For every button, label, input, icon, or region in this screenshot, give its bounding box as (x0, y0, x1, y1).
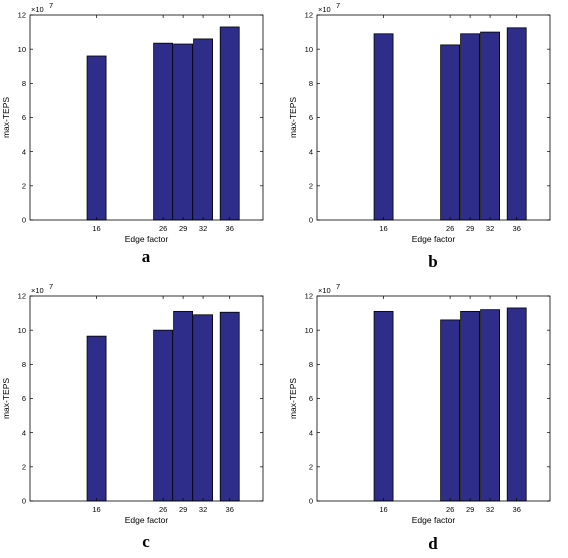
y-tick-label: 8 (309, 79, 313, 88)
y-exponent-label: ×10 (318, 5, 331, 14)
bar-29 (173, 310, 194, 502)
panel-label: a (142, 247, 151, 266)
y-tick-label: 2 (309, 182, 313, 191)
x-tick-label: 26 (159, 505, 167, 514)
y-tick-label: 6 (309, 113, 313, 122)
x-tick-label: 32 (199, 224, 207, 233)
bar-26 (440, 44, 461, 221)
y-tick-label: 6 (309, 394, 313, 403)
x-tick-label: 29 (466, 505, 474, 514)
y-tick-label: 4 (22, 428, 26, 437)
bar-36 (506, 27, 527, 221)
bar-32 (193, 38, 213, 221)
y-exponent-label: ×10 (31, 286, 44, 295)
y-axis-label: max-TEPS (1, 378, 11, 419)
y-tick-label: 4 (309, 428, 313, 437)
y-tick-label: 8 (22, 360, 26, 369)
y-tick-label: 2 (22, 182, 26, 191)
y-tick-label: 8 (22, 79, 26, 88)
bar-16 (86, 335, 107, 502)
bar-16 (373, 33, 394, 221)
x-tick-label: 16 (379, 224, 387, 233)
x-tick-label: 26 (446, 505, 454, 514)
bar-29 (173, 43, 194, 221)
y-exponent-power: 7 (336, 282, 340, 291)
y-tick-label: 4 (22, 147, 26, 156)
y-axis-label: max-TEPS (288, 378, 298, 419)
x-tick-label: 36 (513, 505, 521, 514)
y-exponent-power: 7 (49, 1, 53, 10)
chart-panel-b: 0 2 4 6 8 10 12 16 26 29 32 36 ×10 7 Edge factor max-TE… (288, 1, 551, 271)
x-axis-label: Edge factor (412, 234, 456, 244)
x-tick-label: 16 (379, 505, 387, 514)
chart-panel-c: 0 2 4 6 8 10 12 16 26 29 32 36 ×10 7 Edge factor max-TE… (1, 282, 264, 551)
y-tick-label: 0 (309, 216, 313, 225)
y-tick-label: 0 (22, 216, 26, 225)
x-tick-label: 29 (466, 224, 474, 233)
y-tick-label: 12 (305, 292, 313, 301)
y-tick-label: 12 (18, 11, 26, 20)
bar-29 (460, 310, 481, 502)
y-tick-label: 10 (305, 45, 313, 54)
x-tick-label: 16 (92, 505, 100, 514)
y-axis-label: max-TEPS (1, 97, 11, 138)
x-tick-label: 26 (159, 224, 167, 233)
y-tick-label: 6 (22, 113, 26, 122)
y-exponent-label: ×10 (318, 286, 331, 295)
bar-36 (506, 307, 527, 502)
x-tick-label: 36 (513, 224, 521, 233)
x-tick-label: 32 (486, 224, 494, 233)
y-tick-label: 10 (18, 45, 26, 54)
bar-36 (219, 26, 240, 221)
y-exponent-power: 7 (49, 282, 53, 291)
x-tick-label: 32 (486, 505, 494, 514)
panel-label: d (428, 534, 438, 553)
bar-16 (86, 55, 107, 221)
bar-32 (480, 31, 500, 221)
bar-32 (480, 309, 500, 502)
y-tick-label: 2 (22, 463, 26, 472)
y-exponent-label: ×10 (31, 5, 44, 14)
y-tick-label: 10 (18, 326, 26, 335)
y-tick-label: 6 (22, 394, 26, 403)
bar-26 (440, 319, 461, 502)
y-tick-label: 2 (309, 463, 313, 472)
panel-label: c (142, 532, 150, 551)
panel-label: b (428, 252, 437, 271)
x-tick-label: 36 (226, 505, 234, 514)
y-tick-label: 0 (22, 497, 26, 506)
y-tick-label: 8 (309, 360, 313, 369)
x-tick-label: 29 (179, 224, 187, 233)
y-tick-label: 0 (309, 497, 313, 506)
chart-panel-a: 0 2 4 6 8 10 12 16 26 29 32 36 ×10 7 Edge factor max-TE… (1, 1, 264, 266)
bar-16 (373, 310, 394, 502)
x-axis-label: Edge factor (125, 234, 169, 244)
y-tick-label: 12 (18, 292, 26, 301)
bar-29 (460, 33, 481, 221)
bar-32 (193, 314, 213, 502)
y-exponent-power: 7 (336, 1, 340, 10)
x-tick-label: 36 (226, 224, 234, 233)
y-tick-label: 10 (305, 326, 313, 335)
y-tick-label: 12 (305, 11, 313, 20)
chart-panel-d: 0 2 4 6 8 10 12 16 26 29 32 36 ×10 7 Edge factor max-TE… (288, 282, 551, 553)
x-axis-label: Edge factor (412, 515, 456, 525)
bar-36 (219, 311, 240, 502)
bar-26 (153, 329, 174, 502)
x-tick-label: 32 (199, 505, 207, 514)
bar-26 (153, 42, 174, 221)
x-tick-label: 16 (92, 224, 100, 233)
y-axis-label: max-TEPS (288, 97, 298, 138)
x-tick-label: 26 (446, 224, 454, 233)
x-tick-label: 29 (179, 505, 187, 514)
y-tick-label: 4 (309, 147, 313, 156)
x-axis-label: Edge factor (125, 515, 169, 525)
